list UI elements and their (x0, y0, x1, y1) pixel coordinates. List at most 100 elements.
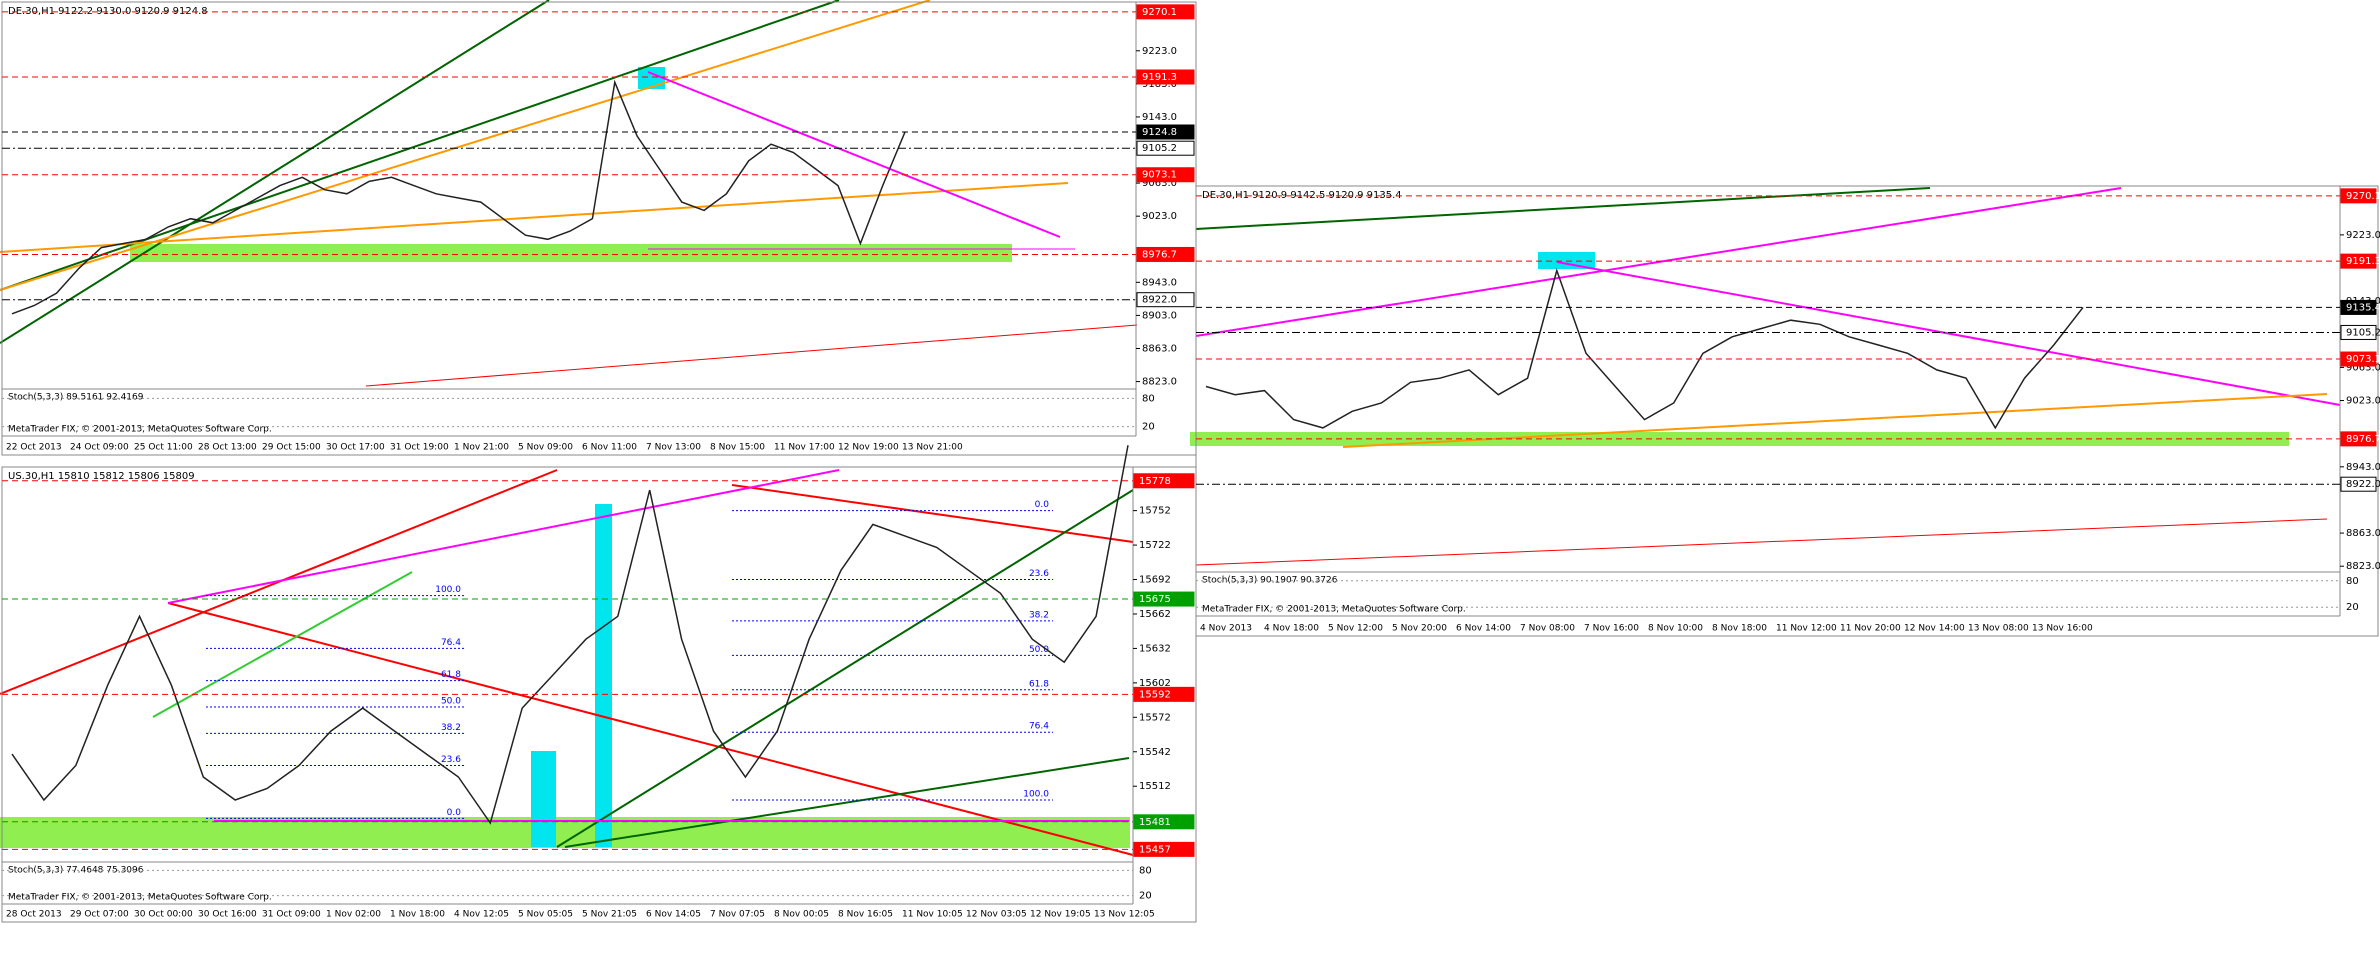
level-box (2340, 253, 2377, 269)
time-label: 22 Oct 2013 (6, 443, 62, 453)
level-label: 8976.7 (2346, 434, 2380, 445)
level-box (1136, 4, 1195, 20)
time-label: 11 Nov 10:05 (902, 910, 963, 920)
fib-label: 50.0 (1029, 645, 1049, 655)
level-label: 9191.3 (2346, 256, 2380, 267)
stoch-tick-label: 20 (1142, 422, 1155, 433)
time-label: 31 Oct 19:00 (390, 443, 449, 453)
price-tick-label: 9023.0 (1142, 211, 1177, 222)
price-tick-label: 8903.0 (1142, 310, 1177, 321)
level-label: 8922.0 (1142, 295, 1177, 306)
level-box (1133, 686, 1195, 702)
fib-label: 100.0 (435, 585, 461, 595)
time-label: 7 Nov 08:00 (1520, 624, 1575, 634)
fib-label: 76.4 (1029, 722, 1049, 732)
stoch-tick-label: 80 (1139, 865, 1152, 876)
fib-label: 100.0 (1023, 789, 1049, 799)
price-tick-label: 9143.0 (1142, 112, 1177, 123)
level-box (2340, 431, 2377, 447)
level-label: 9124.8 (1142, 127, 1177, 138)
time-label: 13 Nov 16:00 (2032, 624, 2093, 634)
chart-header: US.30,H1 15810 15812 15806 15809 (8, 471, 195, 482)
price-tick-label: 9223.0 (1142, 46, 1177, 57)
price-tick-label: 8943.0 (2346, 462, 2380, 473)
price-tick-label: 9223.0 (2346, 230, 2380, 241)
level-box (1133, 814, 1195, 830)
time-label: 28 Oct 13:00 (198, 443, 257, 453)
time-label: 29 Oct 07:00 (70, 910, 129, 920)
time-label: 30 Oct 00:00 (134, 910, 193, 920)
level-label: 15592 (1139, 689, 1171, 700)
time-label: 5 Nov 09:00 (518, 443, 573, 453)
time-label: 1 Nov 18:00 (390, 910, 445, 920)
level-box (2340, 476, 2377, 492)
time-label: 11 Nov 12:00 (1776, 624, 1837, 634)
level-label: 15675 (1139, 594, 1171, 605)
trend-line (1195, 518, 2328, 566)
time-label: 5 Nov 05:05 (518, 910, 573, 920)
level-label: 9073.1 (2346, 354, 2380, 365)
stoch-tick-label: 80 (2346, 576, 2359, 587)
time-label: 12 Nov 19:00 (838, 443, 899, 453)
level-box (1136, 69, 1195, 85)
price-line (1205, 267, 2084, 430)
price-tick-label: 15692 (1139, 575, 1171, 586)
time-label: 8 Nov 16:05 (838, 910, 893, 920)
level-label: 9105.2 (1142, 143, 1177, 154)
time-label: 4 Nov 2013 (1200, 624, 1252, 634)
level-label: 9135.4 (2346, 302, 2380, 313)
price-tick-label: 9023.0 (2346, 396, 2380, 407)
price-tick-label: 8863.0 (2346, 528, 2380, 539)
time-label: 30 Oct 16:00 (198, 910, 257, 920)
level-label: 8922.0 (2346, 479, 2380, 490)
copyright: MetaTrader FIX, © 2001-2013, MetaQuotes … (8, 893, 272, 903)
time-label: 13 Nov 21:00 (902, 443, 963, 453)
fib-label: 61.8 (1029, 679, 1049, 689)
time-label: 7 Nov 13:00 (646, 443, 701, 453)
level-box (2340, 188, 2377, 204)
price-tick-label: 15632 (1139, 643, 1171, 654)
fib-label: 0.0 (1035, 500, 1050, 510)
copyright: MetaTrader FIX, © 2001-2013, MetaQuotes … (1202, 605, 1466, 615)
level-label: 9270.1 (1142, 7, 1177, 18)
price-line (11, 445, 1129, 825)
price-tick-label: 8863.0 (1142, 343, 1177, 354)
trend-line (1342, 393, 2328, 448)
time-label: 5 Nov 12:00 (1328, 624, 1383, 634)
stoch-header: Stoch(5,3,3) 89.5161 92.4169 (8, 393, 144, 403)
trend-line (1195, 187, 1931, 230)
trend-line (152, 571, 413, 718)
level-label: 15778 (1139, 476, 1171, 487)
level-box (1133, 591, 1195, 607)
level-box (1133, 841, 1195, 857)
time-label: 13 Nov 12:05 (1094, 910, 1155, 920)
trend-line (564, 757, 1130, 848)
level-box (1136, 246, 1195, 262)
trend-line (0, 0, 840, 291)
time-label: 11 Nov 17:00 (774, 443, 835, 453)
price-tick-label: 15542 (1139, 747, 1171, 758)
stoch-header: Stoch(5,3,3) 90.1907 90.3726 (1202, 576, 1338, 586)
level-box (1136, 124, 1195, 140)
time-label: 24 Oct 09:00 (70, 443, 129, 453)
marker (638, 67, 665, 89)
trend-line (167, 469, 840, 604)
fib-label: 50.0 (441, 696, 461, 706)
time-label: 4 Nov 12:05 (454, 910, 509, 920)
time-label: 11 Nov 20:00 (1840, 624, 1901, 634)
price-tick-label: 8823.0 (2346, 561, 2380, 572)
fib-label: 61.8 (441, 670, 461, 680)
time-label: 8 Nov 18:00 (1712, 624, 1767, 634)
price-tick-label: 9063.0 (1142, 178, 1177, 189)
time-label: 7 Nov 07:05 (710, 910, 765, 920)
marker (531, 751, 556, 847)
price-tick-label: 15722 (1139, 540, 1171, 551)
price-tick-label: 15512 (1139, 781, 1171, 792)
time-label: 30 Oct 17:00 (326, 443, 385, 453)
fib-label: 38.2 (441, 723, 461, 733)
time-label: 31 Oct 09:00 (262, 910, 321, 920)
trend-line (0, 0, 550, 344)
time-label: 6 Nov 14:00 (1456, 624, 1511, 634)
support-zone (130, 244, 1012, 262)
